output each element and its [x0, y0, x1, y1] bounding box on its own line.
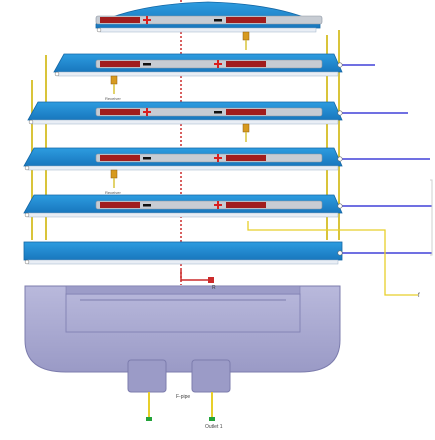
electrode-left — [100, 61, 140, 67]
valve-label: Receiver — [105, 190, 121, 195]
cathode-plate-4: Receiver — [23, 147, 343, 195]
cathode-plate-5 — [23, 194, 343, 218]
electrode-left — [100, 202, 140, 208]
cathode-plate-2: Receiver — [53, 53, 343, 101]
plate-underside — [31, 119, 339, 125]
pipe-flange — [337, 203, 343, 209]
minus-symbol — [214, 111, 222, 114]
cathode-plate-1 — [95, 1, 323, 50]
minus-symbol — [143, 157, 151, 160]
plus-symbol — [214, 201, 222, 209]
valve-icon — [242, 31, 250, 41]
plate-underside — [57, 71, 339, 77]
pipe-flange — [337, 62, 343, 68]
plus-symbol — [143, 16, 151, 24]
plus-symbol — [143, 108, 151, 116]
side-cap — [54, 71, 60, 77]
side-cap — [24, 165, 30, 171]
side-cap — [24, 259, 30, 265]
electrode-left — [100, 17, 140, 23]
edge-bracket — [430, 179, 433, 256]
pipe-flange — [337, 110, 343, 116]
pipe-flange — [337, 156, 343, 162]
plus-symbol — [214, 154, 222, 162]
electrode-right — [226, 202, 266, 208]
side-cap — [24, 212, 30, 218]
pipe-flange — [337, 250, 343, 256]
electrode-left — [100, 155, 140, 161]
electrode-right — [226, 155, 266, 161]
minus-symbol — [143, 204, 151, 207]
plate-body — [23, 241, 343, 261]
electrode-right — [226, 17, 266, 23]
valve-icon — [110, 75, 118, 85]
valve-icon — [242, 123, 250, 133]
cathode-plate-3 — [27, 101, 343, 142]
side-cap — [28, 119, 34, 125]
center-tag-label: R — [212, 285, 216, 291]
cathode-plate-6 — [23, 241, 343, 265]
minus-symbol — [143, 63, 151, 66]
port-left-label: F-pipe — [176, 394, 190, 400]
minus-symbol — [214, 19, 222, 22]
yellow-pipe-end-label: f — [418, 293, 420, 299]
plus-symbol — [214, 60, 222, 68]
electrode-right — [226, 61, 266, 67]
plate-underside — [99, 27, 317, 33]
valve-icon — [110, 169, 118, 179]
side-cap — [96, 27, 102, 33]
port-right-label: Outlet 1 — [205, 424, 223, 430]
valve-label: Receiver — [105, 96, 121, 101]
plate-underside — [27, 259, 339, 265]
electrode-left — [100, 109, 140, 115]
plate-underside — [27, 212, 339, 218]
plate-underside — [27, 165, 339, 171]
yellow-pipe — [247, 221, 418, 296]
electrode-right — [226, 109, 266, 115]
vessel — [24, 285, 341, 421]
